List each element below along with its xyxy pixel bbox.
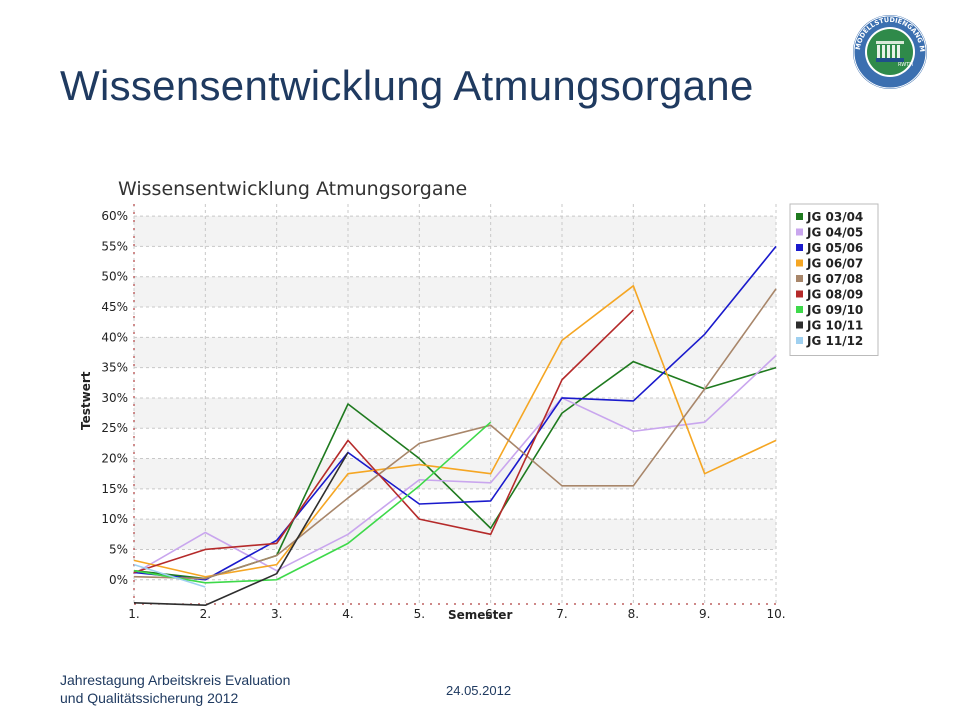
x-tick-label: 2. [200, 607, 211, 621]
y-tick-label: 45% [101, 300, 128, 314]
grid-band [134, 276, 776, 308]
legend-item: JG 03/04 [806, 210, 863, 224]
x-tick-label: 6. [485, 607, 496, 621]
x-tick-label: 1. [128, 607, 139, 621]
y-tick-label: 5% [109, 542, 128, 556]
university-seal-icon: RWTH MODELLSTUDIENGANG MEDIZIN AACHEN [852, 14, 927, 89]
x-axis-label: Semester [448, 608, 512, 622]
series-line [133, 563, 206, 588]
y-tick-label: 15% [101, 482, 128, 496]
footer-line-2: und Qualitätssicherung 2012 [60, 690, 239, 706]
legend-swatch [796, 321, 803, 329]
y-tick-label: 20% [101, 452, 128, 466]
x-tick-label: 5. [414, 607, 425, 621]
y-tick-label: 40% [101, 330, 128, 344]
footer-text: Jahrestagung Arbeitskreis Evaluation und… [60, 671, 290, 707]
legend-item: JG 10/11 [806, 319, 863, 333]
legend-swatch [796, 244, 803, 251]
legend-swatch [796, 213, 803, 220]
legend-item: JG 07/08 [806, 272, 863, 286]
y-tick-label: 50% [101, 270, 128, 284]
y-tick-label: 0% [109, 573, 128, 587]
y-tick-label: 35% [101, 361, 128, 375]
x-tick-label: 10. [766, 607, 785, 621]
y-axis-label: Testwert [79, 371, 93, 430]
grid-band [134, 397, 776, 429]
legend-item: JG 05/06 [806, 241, 863, 255]
y-tick-label: 55% [101, 239, 128, 253]
y-tick-label: 25% [101, 421, 128, 435]
y-tick-label: 60% [101, 209, 128, 223]
x-tick-label: 7. [556, 607, 567, 621]
series-line [133, 285, 777, 578]
grid-band [134, 216, 776, 247]
x-tick-label: 9. [699, 607, 710, 621]
grid-band [134, 337, 776, 368]
series-line [133, 452, 349, 607]
legend-swatch [796, 275, 803, 282]
grid-band [134, 519, 776, 550]
footer-date: 24.05.2012 [446, 683, 512, 698]
legend-item: JG 06/07 [806, 257, 863, 271]
series-line [133, 354, 777, 575]
series-line [133, 421, 492, 584]
y-tick-label: 10% [101, 512, 128, 526]
slide-title: Wissensentwicklung Atmungsorgane [60, 62, 754, 109]
legend-swatch [796, 337, 803, 344]
legend-swatch [796, 290, 803, 298]
line-chart: Wissensentwicklung Atmungsorgane 0% 5% 10%… [79, 178, 879, 622]
legend-swatch [796, 306, 803, 313]
legend-item: JG 09/10 [806, 303, 863, 317]
y-tick-label: 30% [101, 391, 128, 405]
series-line [133, 309, 634, 574]
grid-band [134, 458, 776, 489]
legend-item: JG 11/12 [806, 334, 863, 348]
x-tick-label: 8. [628, 607, 639, 621]
legend-swatch [796, 228, 803, 236]
series-line [133, 245, 777, 581]
logo-inner-text: RWTH [898, 62, 913, 68]
legend-item: JG 08/09 [806, 288, 863, 302]
footer-line-1: Jahrestagung Arbeitskreis Evaluation [60, 672, 291, 688]
chart-title: Wissensentwicklung Atmungsorgane [118, 178, 467, 200]
legend-swatch [796, 259, 803, 267]
x-tick-label: 3. [271, 607, 282, 621]
x-tick-label: 4. [342, 607, 353, 621]
legend-item: JG 04/05 [806, 226, 863, 240]
series-line [133, 288, 777, 580]
legend-box [789, 203, 879, 356]
